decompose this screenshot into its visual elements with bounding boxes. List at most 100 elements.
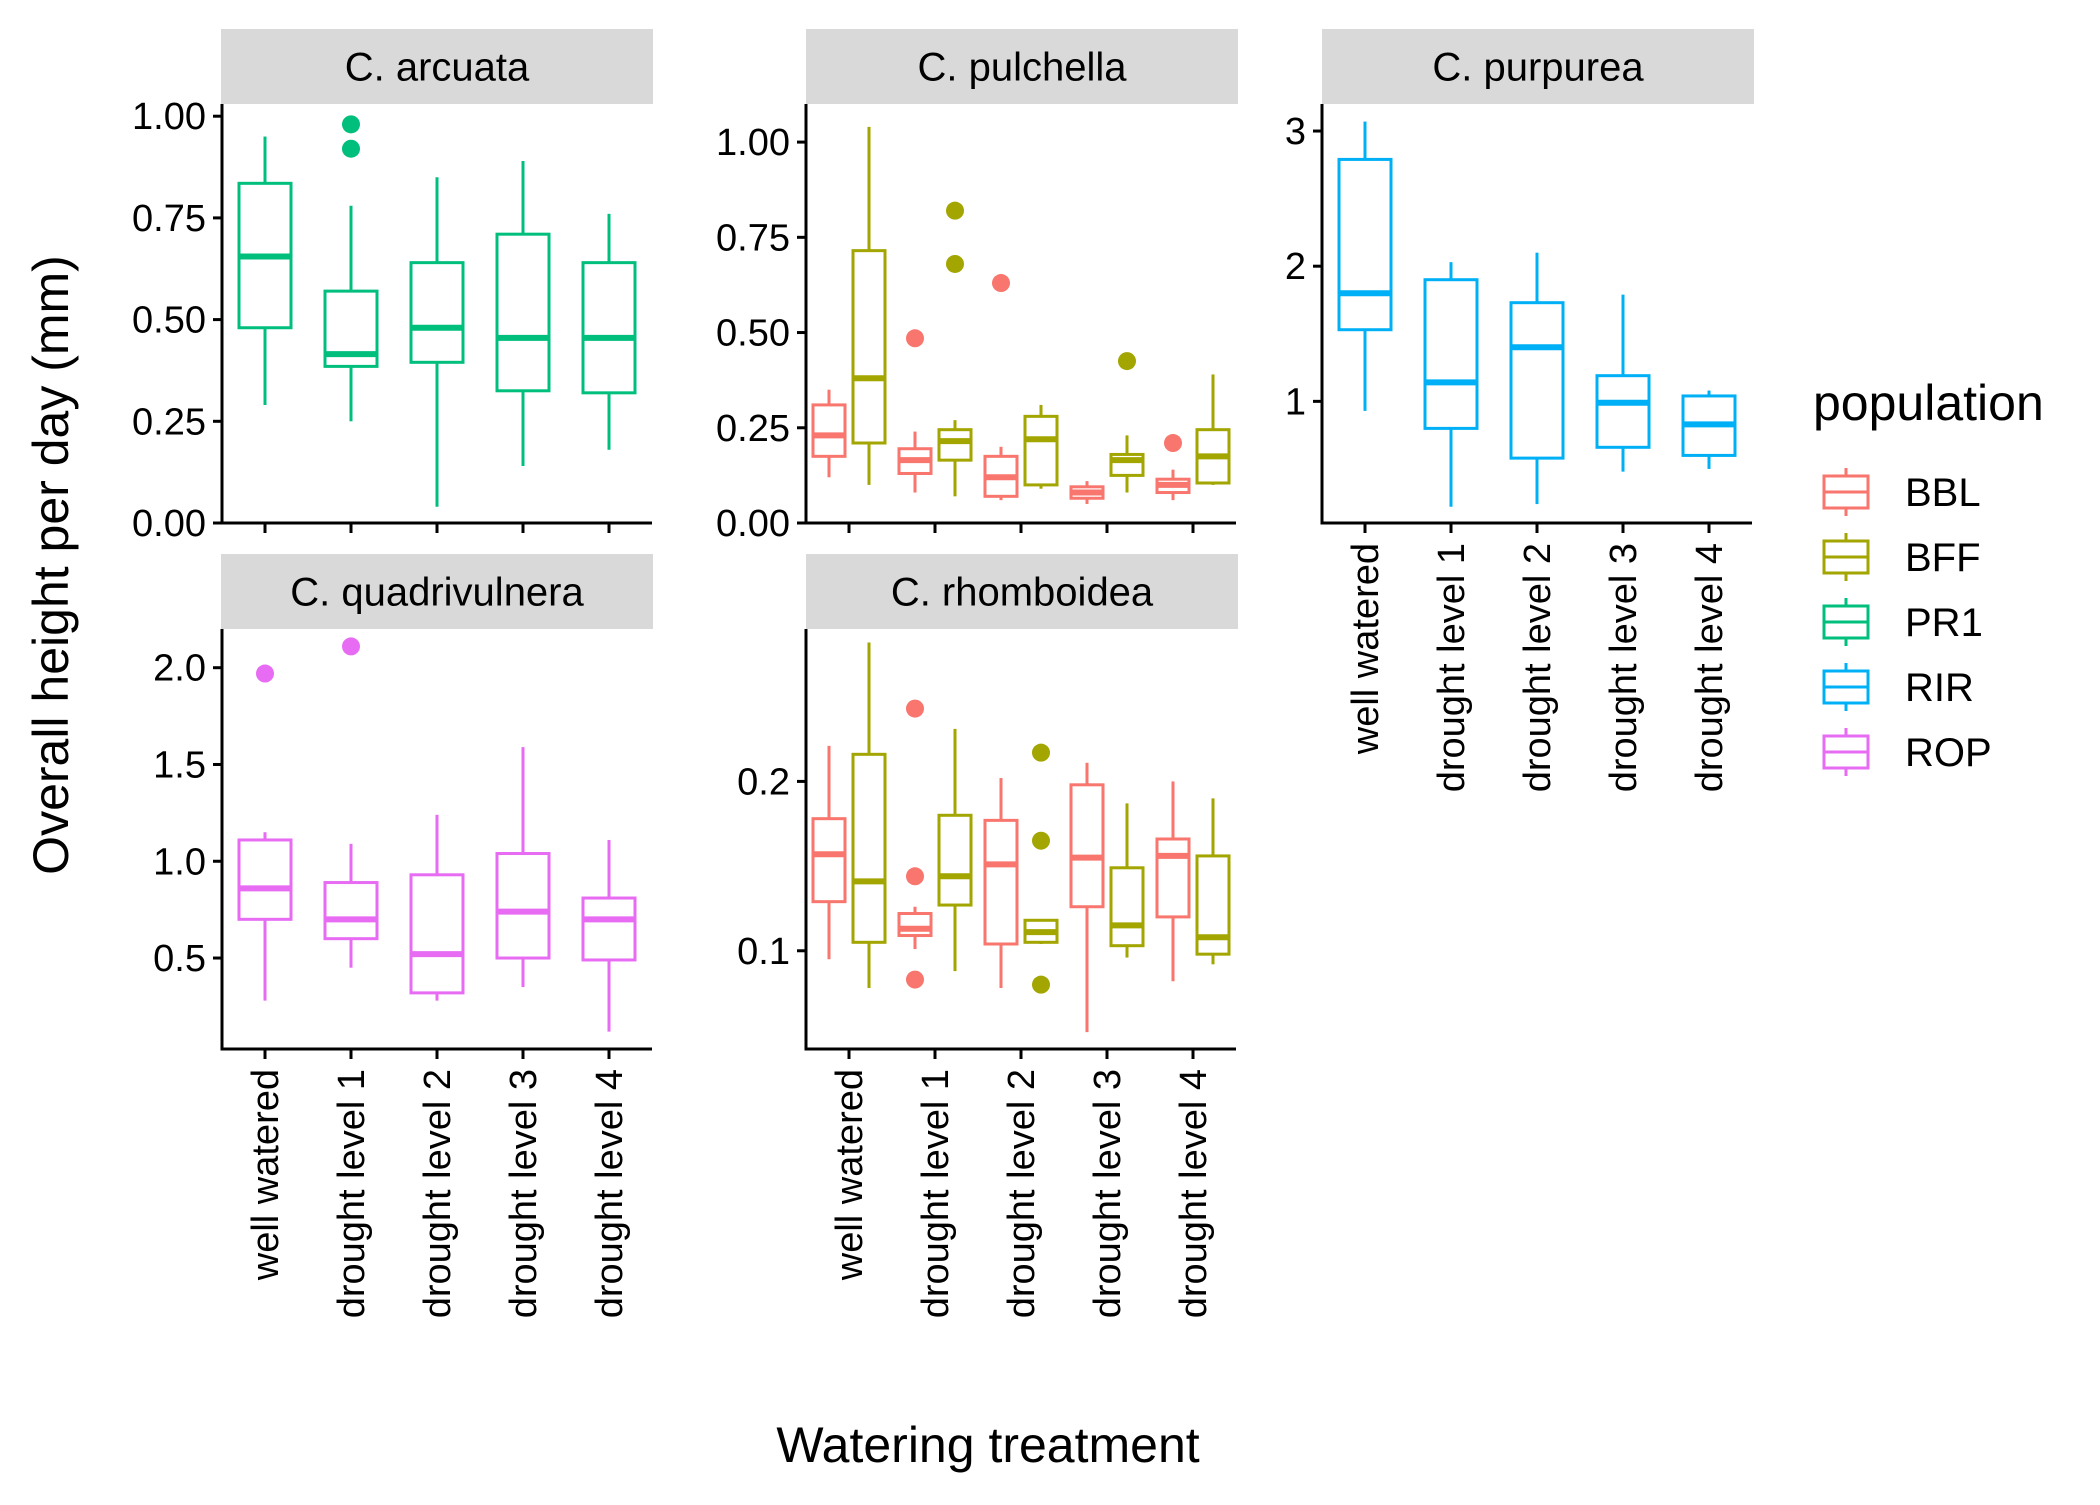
box-bff-well-watered bbox=[851, 126, 887, 485]
iqr-box bbox=[581, 261, 637, 395]
x-tick-label: well watered bbox=[1345, 543, 1387, 755]
box-bff-well-watered bbox=[851, 642, 887, 989]
y-tick-label: 1.00 bbox=[132, 96, 206, 138]
outlier-point bbox=[342, 115, 360, 134]
iqr-box bbox=[495, 852, 551, 960]
box-bbl-drought-level-3 bbox=[1069, 481, 1105, 504]
legend-item-rir: RIR bbox=[1822, 663, 1974, 711]
facet-title: C. arcuata bbox=[345, 46, 530, 90]
iqr-box bbox=[581, 896, 637, 962]
box-rir-well-watered bbox=[1337, 121, 1393, 411]
y-tick-label: 1.5 bbox=[153, 744, 206, 786]
box-bbl-well-watered bbox=[811, 389, 847, 478]
box-pr1-well-watered bbox=[237, 136, 293, 406]
iqr-box bbox=[811, 403, 847, 458]
y-tick-label: 1.00 bbox=[716, 122, 790, 164]
y-tick-label: 0.00 bbox=[716, 503, 790, 545]
x-tick-label: drought level 2 bbox=[1001, 1069, 1043, 1318]
outlier-point bbox=[906, 867, 924, 886]
x-tick-label: drought level 3 bbox=[1603, 543, 1645, 792]
facet-strip bbox=[221, 554, 653, 629]
legend-label: PR1 bbox=[1905, 601, 1983, 645]
box-bff-drought-level-1 bbox=[937, 201, 973, 497]
legend-label: BFF bbox=[1905, 536, 1981, 580]
facet-strip bbox=[806, 29, 1238, 104]
y-tick-label: 3 bbox=[1285, 111, 1306, 153]
facet-title: C. rhomboidea bbox=[891, 571, 1154, 615]
panel-c-rhomboidea: C. rhomboidea 0.1 0.2 well watered drought l… bbox=[737, 554, 1238, 1318]
y-tick-label: 0.2 bbox=[737, 761, 790, 803]
box-rir-drought-level-3 bbox=[1595, 294, 1651, 472]
y-tick-label: 0.75 bbox=[716, 217, 790, 259]
x-tick-label: drought level 1 bbox=[331, 1069, 373, 1318]
panel-c-quadrivulnera: C. quadrivulnera 0.5 1.0 1.5 2.0 well watered… bbox=[153, 554, 653, 1318]
box-rir-drought-level-2 bbox=[1509, 252, 1565, 505]
iqr-box bbox=[1023, 414, 1059, 487]
iqr-box bbox=[495, 232, 551, 393]
y-tick-label: 0.1 bbox=[737, 931, 790, 973]
iqr-box bbox=[937, 813, 973, 907]
facet-title: C. purpurea bbox=[1432, 46, 1644, 90]
outlier-point bbox=[906, 329, 924, 348]
outlier-point bbox=[1164, 434, 1182, 453]
y-tick-label: 0.50 bbox=[716, 313, 790, 355]
y-tick-label: 0.00 bbox=[132, 503, 206, 545]
outlier-point bbox=[992, 274, 1010, 293]
box-bff-drought-level-2 bbox=[1023, 404, 1059, 489]
box-bbl-drought-level-4 bbox=[1155, 781, 1191, 982]
outlier-point bbox=[1032, 831, 1050, 850]
box-bbl-drought-level-3 bbox=[1069, 762, 1105, 1033]
iqr-box bbox=[237, 838, 293, 921]
box-pr1-drought-level-4 bbox=[581, 213, 637, 450]
facet-strip bbox=[1322, 29, 1754, 104]
y-tick-label: 0.50 bbox=[132, 300, 206, 342]
x-tick-label: drought level 1 bbox=[1431, 543, 1473, 792]
x-tick-label: drought level 4 bbox=[1689, 543, 1731, 792]
box-rop-drought-level-1 bbox=[323, 637, 379, 968]
outlier-point bbox=[906, 699, 924, 718]
outlier-point bbox=[256, 664, 274, 683]
panel-c-purpurea: C. purpurea 1 2 3 well watered drought level … bbox=[1285, 29, 1754, 792]
outlier-point bbox=[342, 637, 360, 656]
x-tick-label: drought level 4 bbox=[589, 1069, 631, 1318]
box-bbl-drought-level-4 bbox=[1155, 434, 1191, 501]
y-tick-label: 0.75 bbox=[132, 198, 206, 240]
iqr-box bbox=[983, 818, 1019, 946]
box-bff-drought-level-4 bbox=[1195, 798, 1231, 965]
legend-item-bff: BFF bbox=[1822, 533, 1981, 581]
y-tick-label: 0.25 bbox=[132, 401, 206, 443]
legend-label: BBL bbox=[1905, 471, 1981, 515]
y-tick-label: 2 bbox=[1285, 246, 1306, 288]
legend-item-rop: ROP bbox=[1822, 728, 1992, 776]
box-rop-drought-level-4 bbox=[581, 839, 637, 1032]
box-rop-drought-level-3 bbox=[495, 747, 551, 988]
outlier-point bbox=[1118, 352, 1136, 371]
outlier-point bbox=[946, 254, 964, 273]
box-bbl-drought-level-1 bbox=[897, 699, 933, 989]
iqr-box bbox=[323, 881, 379, 941]
x-tick-label: drought level 1 bbox=[915, 1069, 957, 1318]
y-tick-label: 2.0 bbox=[153, 648, 206, 690]
iqr-box bbox=[811, 817, 847, 904]
y-tick-label: 1 bbox=[1285, 381, 1306, 423]
panel-c-pulchella: C. pulchella 0.00 0.25 0.50 0.75 1.00 bbox=[716, 29, 1238, 545]
x-tick-label: drought level 3 bbox=[503, 1069, 545, 1318]
box-bbl-drought-level-1 bbox=[897, 329, 933, 493]
iqr-box bbox=[409, 873, 465, 995]
box-rop-drought-level-2 bbox=[409, 814, 465, 1001]
box-bbl-well-watered bbox=[811, 745, 847, 960]
legend-item-pr1: PR1 bbox=[1822, 598, 1983, 646]
iqr-box bbox=[1069, 783, 1105, 909]
x-tick-label: drought level 2 bbox=[1517, 543, 1559, 792]
iqr-box bbox=[1337, 157, 1393, 332]
iqr-box bbox=[409, 261, 465, 364]
x-axis-label: Watering treatment bbox=[776, 1417, 1199, 1473]
legend-label: ROP bbox=[1905, 731, 1992, 775]
box-bff-drought-level-3 bbox=[1109, 352, 1145, 493]
outlier-point bbox=[1032, 975, 1050, 994]
facet-title: C. quadrivulnera bbox=[290, 571, 584, 615]
iqr-box bbox=[897, 912, 933, 938]
outlier-point bbox=[1032, 743, 1050, 762]
